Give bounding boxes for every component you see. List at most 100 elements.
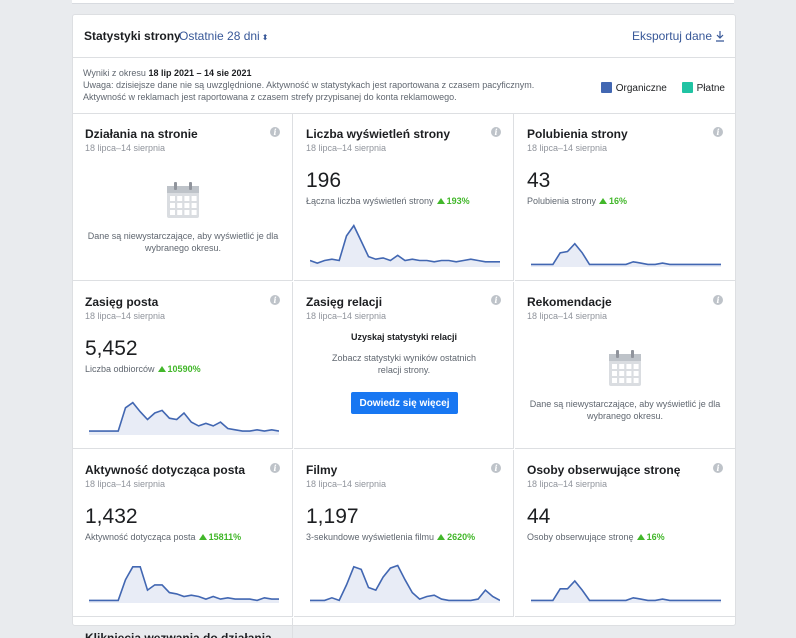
metric-card-title: Liczba wyświetleń strony bbox=[306, 127, 451, 141]
cards-grid-divider bbox=[73, 113, 735, 114]
metric-label: Polubienia strony 16% bbox=[527, 196, 627, 206]
page-title: Statystyki strony bbox=[84, 29, 181, 43]
trend-up-icon bbox=[599, 198, 608, 204]
sparkline-area bbox=[310, 565, 500, 603]
metric-card-date-range: 18 lipca–14 sierpnia bbox=[527, 311, 608, 321]
metric-card[interactable]: Zasięg relacji 18 lipca–14 sierpnia i Uzysk… bbox=[294, 282, 514, 449]
metric-change: 16% bbox=[646, 532, 665, 542]
trend-up-icon bbox=[436, 198, 445, 204]
metric-label-text: Osoby obserwujące stronę bbox=[527, 532, 634, 542]
metric-card-title: Aktywność dotycząca posta bbox=[85, 463, 246, 477]
metric-label: Osoby obserwujące stronę 16% bbox=[527, 532, 665, 542]
metric-card[interactable]: Polubienia strony 18 lipca–14 sierpnia i 43… bbox=[515, 114, 735, 281]
trend-up-icon bbox=[157, 366, 166, 372]
sparkline-area bbox=[89, 566, 279, 603]
metric-card-date-range: 18 lipca–14 sierpnia bbox=[85, 479, 166, 489]
metric-label: Aktywność dotycząca posta 15811% bbox=[85, 532, 241, 542]
metric-card[interactable]: Aktywność dotycząca posta 18 lipca–14 sie… bbox=[73, 450, 293, 617]
top-bar bbox=[72, 0, 734, 4]
info-icon[interactable]: i bbox=[713, 295, 723, 305]
metric-value: 1,432 bbox=[85, 505, 138, 528]
metric-change: 16% bbox=[609, 196, 628, 206]
info-icon[interactable]: i bbox=[270, 127, 280, 137]
info-icon[interactable]: i bbox=[270, 295, 280, 305]
results-range-line: Wyniki z okresu 18 lip 2021 – 14 sie 202… bbox=[83, 68, 252, 78]
sparkline-organic-line bbox=[89, 401, 279, 432]
metric-value: 1,197 bbox=[306, 505, 359, 528]
export-data-button[interactable]: Eksportuj dane bbox=[632, 29, 725, 43]
sparkline-organic-line bbox=[310, 224, 500, 264]
sparkline-chart bbox=[89, 566, 279, 603]
metric-card-date-range: 18 lipca–14 sierpnia bbox=[527, 479, 608, 489]
metric-card-title: Zasięg relacji bbox=[306, 295, 383, 309]
metric-change: 10590% bbox=[167, 364, 201, 374]
sparkline-organic-line bbox=[531, 579, 721, 602]
insights-header: Statystyki strony Ostatnie 28 dni ⬍ Ekspo… bbox=[73, 15, 735, 58]
metric-label: Liczba odbiorców 10590% bbox=[85, 364, 201, 374]
timezone-note: Uwaga: dzisiejsze dane nie są uwzględnio… bbox=[83, 80, 535, 90]
sparkline-organic-line bbox=[310, 564, 500, 602]
insufficient-data-message: Dane są niewystarczające, aby wyświetlić… bbox=[87, 231, 279, 253]
sparkline-chart bbox=[310, 224, 500, 267]
ads-timezone-note: Aktywność w reklamach jest raportowana z… bbox=[83, 92, 457, 102]
export-data-label: Eksportuj dane bbox=[631, 29, 712, 43]
info-icon[interactable]: i bbox=[270, 463, 280, 473]
trend-up-icon bbox=[437, 534, 446, 540]
sparkline-chart bbox=[531, 242, 721, 267]
sparkline-chart bbox=[531, 579, 721, 603]
metric-card[interactable]: Filmy 18 lipca–14 sierpnia i 1,197 3-sekundo… bbox=[294, 450, 514, 617]
metric-label-text: Liczba odbiorców bbox=[85, 364, 155, 374]
metric-card-date-range: 18 lipca–14 sierpnia bbox=[306, 311, 387, 321]
sparkline-area bbox=[89, 402, 279, 435]
paid-swatch bbox=[681, 82, 693, 93]
sparkline-area bbox=[531, 243, 721, 267]
info-icon[interactable]: i bbox=[713, 463, 723, 473]
metric-value: 43 bbox=[527, 169, 551, 192]
metric-card-cta-clicks[interactable]: Kliknięcia wezwania do działania bbox=[73, 618, 293, 638]
info-icon[interactable]: i bbox=[491, 127, 501, 137]
metric-value: 196 bbox=[306, 169, 342, 192]
metric-card-date-range: 18 lipca–14 sierpnia bbox=[85, 143, 166, 153]
sparkline-chart bbox=[89, 401, 279, 435]
metric-card[interactable]: Działania na stronie 18 lipca–14 sierpnia… bbox=[73, 114, 293, 281]
legend-paid: Płatne bbox=[681, 82, 725, 94]
info-icon[interactable]: i bbox=[491, 295, 501, 305]
legend: Organiczne Płatne bbox=[589, 82, 725, 94]
metric-card-title: Zasięg posta bbox=[85, 295, 159, 309]
stories-cta-description: Zobacz statystyki wyników ostatnich rela… bbox=[331, 353, 477, 375]
download-icon bbox=[716, 31, 724, 42]
metric-label-text: Łączna liczba wyświetleń strony bbox=[306, 196, 434, 206]
metric-card-title: Osoby obserwujące stronę bbox=[527, 463, 681, 477]
metric-label-text: Polubienia strony bbox=[527, 196, 597, 206]
metric-card[interactable]: Osoby obserwujące stronę 18 lipca–14 sier… bbox=[515, 450, 735, 617]
metric-label: 3-sekundowe wyświetlenia filmu 2620% bbox=[306, 532, 475, 542]
results-range: 18 lip 2021 – 14 sie 2021 bbox=[148, 68, 252, 78]
info-icon[interactable]: i bbox=[713, 127, 723, 137]
calendar-icon bbox=[166, 181, 200, 219]
metric-card-title: Działania na stronie bbox=[85, 127, 198, 141]
metric-value: 5,452 bbox=[85, 337, 138, 360]
metric-card[interactable]: Zasięg posta 18 lipca–14 sierpnia i 5,452 Li… bbox=[73, 282, 293, 449]
trend-up-icon bbox=[198, 534, 207, 540]
metric-value: 44 bbox=[527, 505, 551, 528]
insufficient-data-message: Dane są niewystarczające, aby wyświetlić… bbox=[529, 399, 721, 421]
metric-card[interactable]: Rekomendacje 18 lipca–14 sierpnia i Dane są… bbox=[515, 282, 735, 449]
trend-up-icon bbox=[636, 534, 645, 540]
date-range-dropdown[interactable]: Ostatnie 28 dni ⬍ bbox=[179, 29, 268, 43]
sort-arrows-icon: ⬍ bbox=[261, 33, 269, 42]
metric-change: 2620% bbox=[447, 532, 476, 542]
metric-change: 193% bbox=[446, 196, 470, 206]
organic-swatch bbox=[600, 82, 612, 93]
metric-card-title: Filmy bbox=[306, 463, 338, 477]
metric-label: Łączna liczba wyświetleń strony 193% bbox=[306, 196, 470, 206]
results-info: Wyniki z okresu 18 lip 2021 – 14 sie 202… bbox=[83, 67, 603, 103]
sparkline-organic-line bbox=[531, 242, 721, 266]
sparkline-chart bbox=[310, 564, 500, 603]
learn-more-button[interactable]: Dowiedz się więcej bbox=[351, 392, 458, 414]
metric-card-date-range: 18 lipca–14 sierpnia bbox=[306, 479, 387, 489]
metric-label-text: 3-sekundowe wyświetlenia filmu bbox=[306, 532, 435, 542]
info-icon[interactable]: i bbox=[491, 463, 501, 473]
metric-card[interactable]: Liczba wyświetleń strony 18 lipca–14 sier… bbox=[294, 114, 514, 281]
metric-card-date-range: 18 lipca–14 sierpnia bbox=[85, 311, 166, 321]
legend-organic: Organiczne bbox=[600, 82, 667, 94]
